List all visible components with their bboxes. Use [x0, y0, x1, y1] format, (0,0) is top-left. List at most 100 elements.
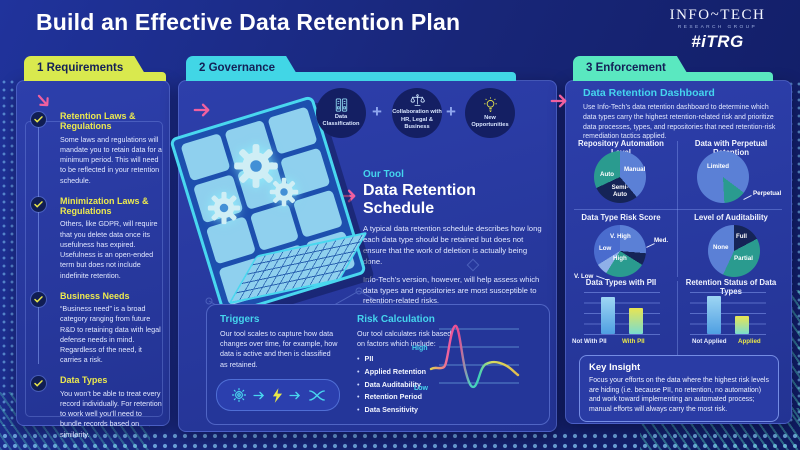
screen-tile — [249, 202, 300, 251]
our-tool-paragraph-2: Info-Tech’s version, however, will help … — [363, 274, 540, 306]
bar-not-with-pii — [601, 297, 615, 334]
pie-slice-label: Manual — [624, 166, 646, 173]
pillar-new-opportunities: New Opportunities — [465, 88, 515, 138]
requirements-panel: Retention Laws & Regulations Some laws a… — [16, 80, 170, 439]
bar-label: Applied — [738, 338, 761, 345]
list-item: Business Needs “Business need” is a broa… — [31, 291, 163, 366]
requirement-title: Data Types — [60, 375, 108, 386]
risk-factor: PII — [357, 353, 453, 366]
pie-slice-label: V. Low — [574, 273, 594, 280]
check-icon — [31, 196, 46, 212]
our-tool-block: Our Tool Data Retention Schedule A typic… — [363, 169, 545, 314]
bar-label: With PII — [622, 338, 645, 345]
bar-applied — [735, 316, 749, 334]
our-tool-kicker: Our Tool — [363, 169, 404, 180]
risk-calculation-intro: Our tool calculates risk based on factor… — [357, 329, 452, 349]
pillar-label: Collaboration with HR, Legal & Business — [392, 109, 442, 131]
pillar-label: Data Classification — [322, 113, 360, 127]
pie-slice-label: Auto — [600, 171, 615, 178]
key-insight-title: Key Insight — [589, 362, 641, 373]
pillar-label: New Opportunities — [471, 114, 509, 128]
pillar-collaboration: Collaboration with HR, Legal & Business — [392, 88, 442, 138]
requirement-body: “Business need” is a broad category rang… — [60, 304, 161, 365]
risk-calculation-title: Risk Calculation — [357, 314, 435, 325]
arrow-right-icon — [252, 391, 264, 399]
check-icon — [31, 376, 46, 392]
requirement-body: You won’t be able to treat every record … — [60, 388, 162, 439]
bar-not-applied — [707, 296, 721, 334]
pie-slice-label: Partial — [734, 255, 753, 262]
pillar-data-classification: Data Classification — [316, 88, 366, 138]
requirements-connector-line — [38, 126, 39, 364]
list-item: Minimization Laws & Regulations Others, … — [31, 196, 163, 281]
page-title: Build an Effective Data Retention Plan — [36, 9, 461, 35]
bar-with-pii — [629, 308, 643, 334]
risk-chart-high-label: High — [412, 345, 428, 352]
plus-sign: + — [446, 102, 456, 121]
triggers-block: Triggers Our tool scales to capture how … — [220, 314, 340, 370]
requirement-title: Minimization Laws & Regulations — [60, 195, 149, 217]
chart-title-risk-score: Data Type Risk Score — [581, 213, 661, 222]
tab-requirements-label: 1 Requirements — [24, 56, 149, 81]
triggers-icon-pill — [216, 379, 340, 411]
gear-icon — [234, 144, 278, 188]
tab-governance-strip — [194, 72, 516, 81]
dashboard-block: Data Retention Dashboard Use Info-Tech’s… — [583, 87, 781, 142]
screen-tile — [180, 133, 231, 182]
enforcement-panel: Data Retention Dashboard Use Info-Tech’s… — [565, 80, 792, 424]
lightbulb-icon — [483, 96, 497, 112]
risk-chart-low-label: Low — [414, 385, 428, 392]
key-insight-body: Focus your efforts on the data where the… — [589, 377, 769, 413]
risk-factor: Data Auditability — [357, 379, 453, 392]
chart-title-auditability: Level of Auditability — [694, 213, 768, 222]
pie-slice-label: Perpetual — [753, 190, 782, 197]
risk-factor: Applied Retention — [357, 366, 453, 379]
cabinet-icon — [335, 98, 347, 112]
tab-enforcement: 3 Enforcement — [573, 55, 773, 81]
logo-subtitle-text: RESEARCH GROUP — [677, 25, 758, 30]
our-tool-paragraph-1: A typical data retention schedule descri… — [363, 223, 542, 266]
pie-slice-label: V. High — [610, 233, 631, 240]
requirements-inset-border — [25, 121, 163, 417]
label-callout-line — [743, 194, 752, 201]
pink-arrow-right-icon — [193, 103, 210, 117]
chart-title-status: Retention Status of Data Types — [685, 278, 777, 296]
card-divider-vertical — [677, 141, 678, 277]
bar-label: Not Applied — [692, 338, 727, 345]
decor-bottom-dots — [0, 431, 800, 450]
pie-slice-label: Limited — [707, 163, 730, 170]
logo-brand-text: INFO~TECH — [669, 7, 766, 23]
bar-label: Not With PII — [572, 338, 607, 345]
list-item: Retention Laws & Regulations Some laws a… — [31, 111, 163, 186]
card-divider-vertical — [677, 281, 678, 356]
risk-factor-list: PII Applied Retention Data Auditability … — [357, 353, 453, 416]
risk-curve-chart — [429, 324, 520, 389]
crossed-loops-icon — [308, 389, 325, 401]
screen-tile — [292, 189, 344, 238]
chart-title-pii: Data Types with PII — [585, 278, 657, 287]
decor-left-dots — [0, 78, 14, 426]
pink-arrow-down-icon — [37, 94, 49, 107]
gear-outline-icon — [231, 388, 246, 402]
card-divider-horizontal — [574, 209, 782, 210]
arrow-right-icon — [288, 391, 300, 399]
tab-governance-label: 2 Governance — [186, 56, 301, 81]
pie-chart-perpetual — [697, 151, 749, 203]
pie-slice-label: High — [613, 255, 627, 262]
requirement-body: Others, like GDPR, will require that you… — [60, 219, 158, 280]
triggers-body: Our tool scales to capture how data chan… — [220, 329, 338, 369]
pie-chart-auditability — [708, 225, 760, 277]
lightning-bolt-icon — [272, 387, 282, 403]
triggers-risk-panel: Triggers Our tool scales to capture how … — [206, 304, 550, 425]
logo-itrg-tag: #iTRG — [691, 32, 744, 51]
requirement-body: Some laws and regulations will mandate y… — [60, 134, 162, 185]
infotech-logo: INFO~TECH RESEARCH GROUP #iTRG — [645, 7, 790, 52]
pink-arrow-right-icon — [550, 94, 567, 108]
tab-enforcement-label: 3 Enforcement — [573, 56, 692, 81]
risk-factor: Retention Period — [357, 391, 453, 404]
scales-icon — [410, 94, 425, 107]
requirements-list: Retention Laws & Regulations Some laws a… — [31, 111, 163, 450]
pie-slice-label: Low — [599, 245, 612, 252]
risk-factor: Data Sensitivity — [357, 404, 453, 417]
